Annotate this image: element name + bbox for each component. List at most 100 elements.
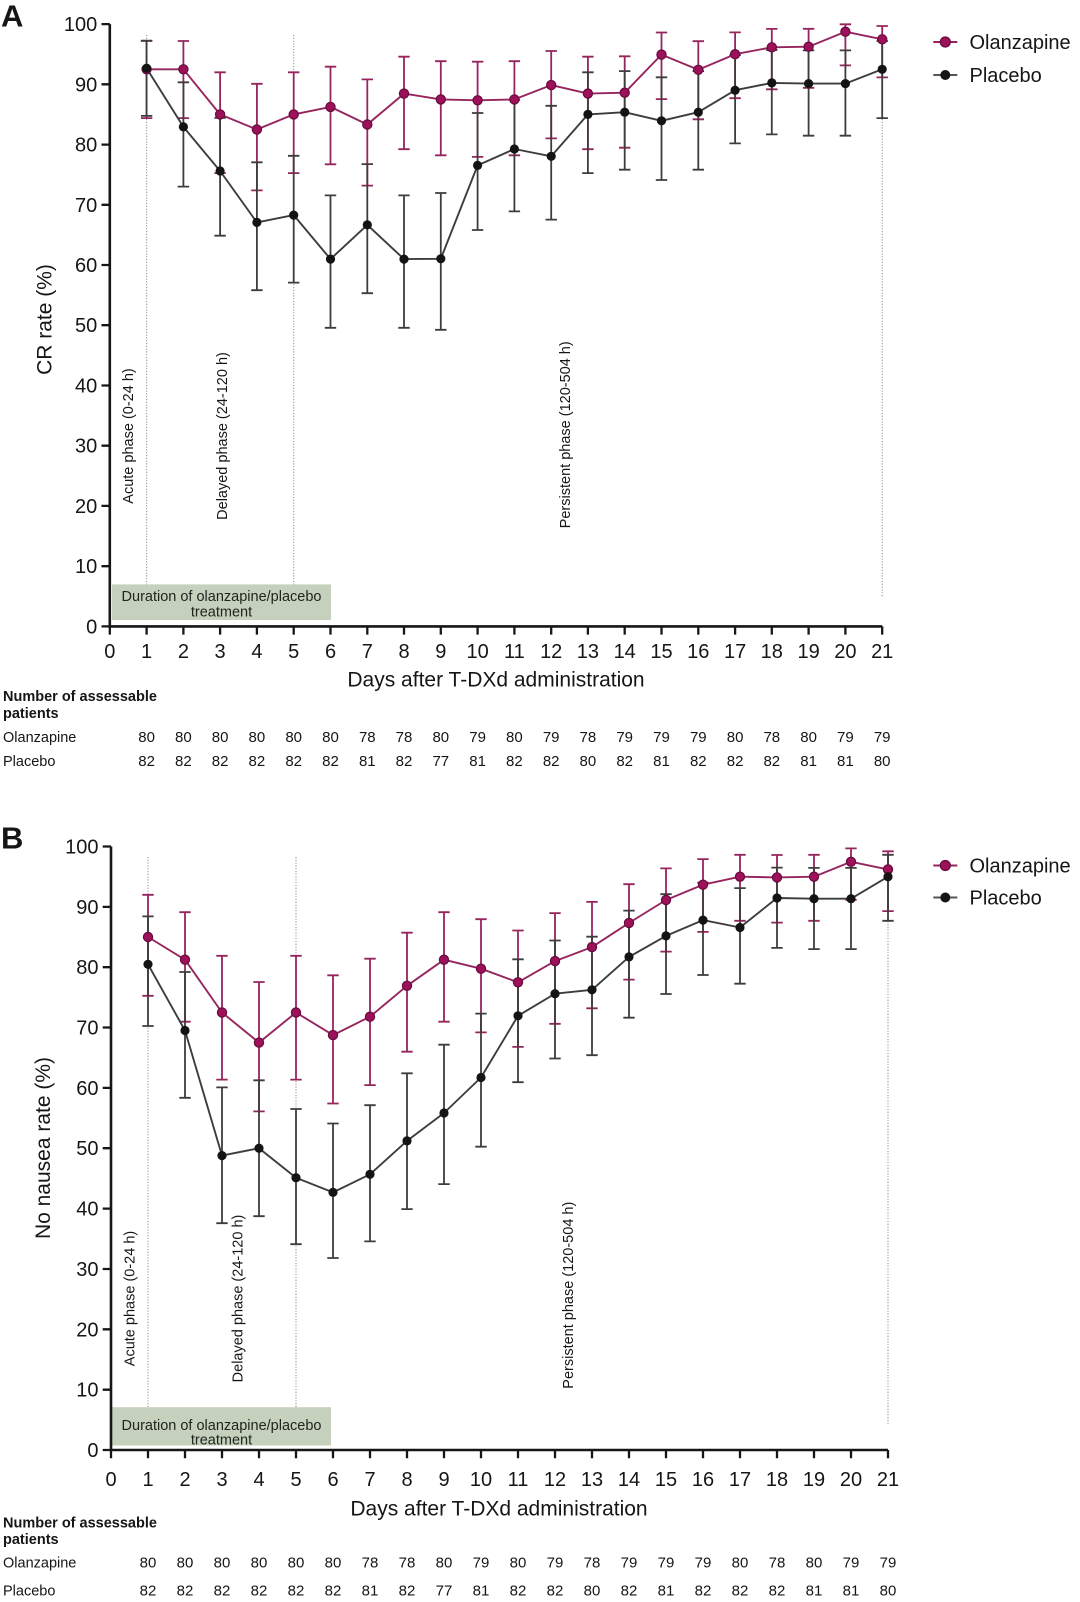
- svg-text:7: 7: [362, 641, 373, 663]
- svg-text:90: 90: [76, 897, 98, 919]
- svg-text:Placebo: Placebo: [3, 1584, 55, 1600]
- svg-text:70: 70: [75, 195, 97, 217]
- svg-text:80: 80: [138, 729, 155, 746]
- svg-text:77: 77: [436, 1583, 453, 1600]
- svg-text:82: 82: [175, 753, 192, 770]
- svg-text:79: 79: [547, 1555, 564, 1572]
- svg-text:Persistent phase (120-504 h): Persistent phase (120-504 h): [561, 1202, 577, 1389]
- svg-text:17: 17: [729, 1469, 751, 1491]
- svg-text:50: 50: [75, 315, 97, 337]
- svg-text:80: 80: [288, 1555, 305, 1572]
- svg-text:79: 79: [695, 1555, 712, 1572]
- svg-text:19: 19: [803, 1469, 825, 1491]
- svg-text:4: 4: [251, 641, 262, 663]
- svg-text:Acute phase (0-24 h): Acute phase (0-24 h): [121, 368, 137, 503]
- svg-text:Days after T-DXd administratio: Days after T-DXd administration: [350, 1497, 647, 1520]
- svg-text:79: 79: [843, 1555, 860, 1572]
- svg-text:82: 82: [769, 1583, 786, 1600]
- svg-text:2: 2: [178, 641, 189, 663]
- svg-text:82: 82: [138, 753, 155, 770]
- svg-text:Number of assessable: Number of assessable: [3, 1516, 157, 1532]
- svg-text:21: 21: [877, 1469, 899, 1491]
- svg-text:10: 10: [76, 1380, 98, 1402]
- svg-text:78: 78: [396, 729, 413, 746]
- svg-text:19: 19: [797, 641, 819, 663]
- svg-text:80: 80: [249, 729, 266, 746]
- svg-text:15: 15: [650, 641, 672, 663]
- svg-text:77: 77: [432, 753, 449, 770]
- svg-text:82: 82: [763, 753, 780, 770]
- svg-text:80: 80: [76, 957, 98, 979]
- svg-text:5: 5: [290, 1469, 301, 1491]
- svg-text:78: 78: [580, 729, 597, 746]
- svg-text:82: 82: [177, 1583, 194, 1600]
- svg-text:81: 81: [359, 753, 376, 770]
- svg-text:82: 82: [727, 753, 744, 770]
- svg-text:81: 81: [800, 753, 817, 770]
- svg-text:14: 14: [618, 1469, 640, 1491]
- svg-text:80: 80: [140, 1555, 157, 1572]
- svg-text:50: 50: [76, 1138, 98, 1160]
- svg-text:3: 3: [215, 641, 226, 663]
- svg-text:80: 80: [325, 1555, 342, 1572]
- svg-text:Olanzapine: Olanzapine: [3, 730, 76, 746]
- svg-text:80: 80: [214, 1555, 231, 1572]
- svg-text:79: 79: [837, 729, 854, 746]
- svg-text:Olanzapine: Olanzapine: [970, 856, 1071, 878]
- svg-text:82: 82: [621, 1583, 638, 1600]
- svg-text:81: 81: [653, 753, 670, 770]
- svg-text:82: 82: [214, 1583, 231, 1600]
- svg-text:82: 82: [690, 753, 707, 770]
- svg-text:82: 82: [510, 1583, 527, 1600]
- svg-text:9: 9: [435, 641, 446, 663]
- svg-text:82: 82: [399, 1583, 416, 1600]
- svg-text:82: 82: [140, 1583, 157, 1600]
- svg-text:78: 78: [362, 1555, 379, 1572]
- svg-text:Acute phase (0-24 h): Acute phase (0-24 h): [123, 1231, 139, 1366]
- svg-text:79: 79: [874, 729, 891, 746]
- svg-text:13: 13: [581, 1469, 603, 1491]
- svg-text:11: 11: [504, 641, 525, 663]
- svg-text:patients: patients: [3, 706, 59, 722]
- svg-text:80: 80: [806, 1555, 823, 1572]
- svg-text:0: 0: [104, 641, 115, 663]
- svg-text:13: 13: [577, 641, 599, 663]
- svg-text:82: 82: [285, 753, 302, 770]
- svg-text:82: 82: [543, 753, 560, 770]
- svg-text:80: 80: [212, 729, 229, 746]
- svg-text:Number of assessable: Number of assessable: [3, 689, 157, 705]
- svg-text:40: 40: [75, 376, 97, 398]
- svg-text:30: 30: [76, 1259, 98, 1281]
- svg-text:treatment: treatment: [191, 1432, 252, 1448]
- svg-text:80: 80: [580, 753, 597, 770]
- svg-text:79: 79: [543, 729, 560, 746]
- svg-text:78: 78: [584, 1555, 601, 1572]
- svg-text:82: 82: [732, 1583, 749, 1600]
- svg-text:1: 1: [141, 641, 152, 663]
- svg-text:82: 82: [288, 1583, 305, 1600]
- svg-text:Duration of olanzapine/placebo: Duration of olanzapine/placebo: [122, 589, 322, 605]
- svg-text:0: 0: [105, 1469, 116, 1491]
- svg-text:80: 80: [584, 1583, 601, 1600]
- svg-text:100: 100: [65, 837, 98, 859]
- svg-text:5: 5: [288, 641, 299, 663]
- svg-text:81: 81: [806, 1583, 823, 1600]
- svg-text:80: 80: [175, 729, 192, 746]
- svg-text:A: A: [1, 0, 23, 34]
- svg-text:15: 15: [655, 1469, 677, 1491]
- svg-text:17: 17: [724, 641, 746, 663]
- svg-text:Placebo: Placebo: [3, 754, 55, 770]
- svg-text:2: 2: [179, 1469, 190, 1491]
- svg-text:81: 81: [658, 1583, 675, 1600]
- svg-text:80: 80: [727, 729, 744, 746]
- svg-text:7: 7: [364, 1469, 375, 1491]
- svg-text:18: 18: [766, 1469, 788, 1491]
- svg-text:80: 80: [800, 729, 817, 746]
- svg-text:79: 79: [616, 729, 633, 746]
- svg-text:Delayed phase (24-120 h): Delayed phase (24-120 h): [231, 1215, 247, 1383]
- svg-text:79: 79: [690, 729, 707, 746]
- svg-text:9: 9: [438, 1469, 449, 1491]
- svg-text:Placebo: Placebo: [970, 65, 1042, 87]
- svg-text:16: 16: [692, 1469, 714, 1491]
- svg-text:100: 100: [64, 14, 97, 36]
